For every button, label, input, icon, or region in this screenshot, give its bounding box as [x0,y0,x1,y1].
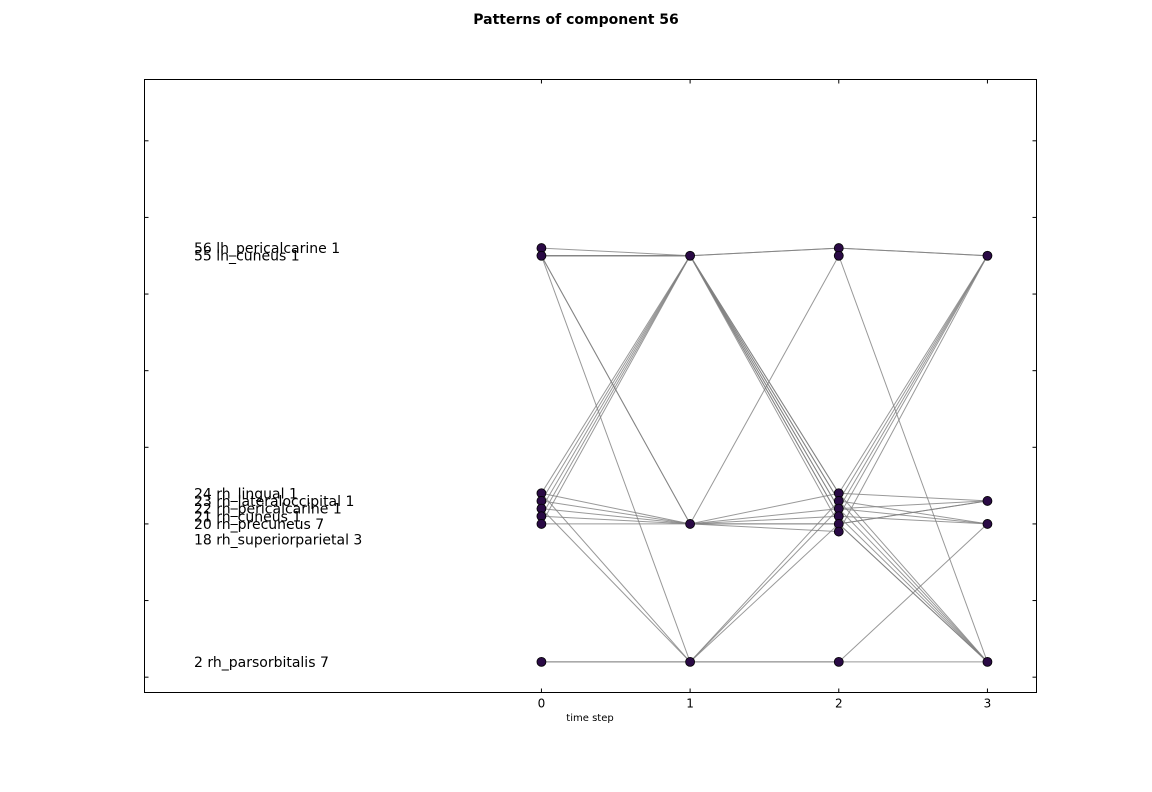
x-tick-label: 2 [835,697,843,711]
data-point [536,656,547,667]
data-point [982,656,993,667]
row-label: 18 rh_superiorparietal 3 [194,532,362,548]
x-ticks: 0 1 2 3 [538,79,992,711]
pattern-line-8 [541,255,988,525]
data-point [982,496,993,506]
plot-frame [144,79,1037,693]
chart-title: Patterns of component 56 [473,12,679,28]
series-markers [536,243,993,667]
data-point [685,250,696,261]
row-label: 22 rh_pericalcarine 1 [194,502,342,518]
pattern-line-9 [541,255,988,525]
data-point [536,519,547,529]
pattern-line-13 [541,508,988,663]
row-label: 56 lh_pericalcarine 1 [194,241,340,257]
data-point [685,656,696,667]
data-point [536,250,547,261]
data-point [982,519,993,529]
row-label: 23 rh_lateraloccipital 1 [194,494,354,510]
pattern-line-7 [541,255,988,533]
x-axis-label: time step [566,713,614,724]
row-label: 24 rh_lingual 1 [194,486,298,502]
row-label: 2 rh_parsorbitalis 7 [194,655,329,671]
y-ticks [144,140,1037,678]
data-point [833,526,844,537]
pattern-line-12 [541,255,988,663]
row-label: 20 rh_precuneus 7 [194,517,324,533]
pattern-line-17 [540,255,988,663]
series-lines [540,247,988,663]
pattern-line-10 [541,255,988,525]
data-point [833,656,844,667]
pattern-line-22 [540,255,988,525]
row-label: 21 rh_cuneus 1 [194,509,301,525]
data-point [833,250,844,261]
pattern-line-21 [541,255,988,663]
x-tick-label: 3 [984,697,992,711]
row-label: 55 lh_cuneus 1 [194,249,300,265]
x-tick-label: 0 [538,697,546,711]
data-point [685,519,696,529]
x-tick-label: 1 [686,697,694,711]
row-labels: 56 lh_pericalcarine 155 lh_cuneus 1 24 rh… [194,241,362,671]
data-point [982,250,993,261]
